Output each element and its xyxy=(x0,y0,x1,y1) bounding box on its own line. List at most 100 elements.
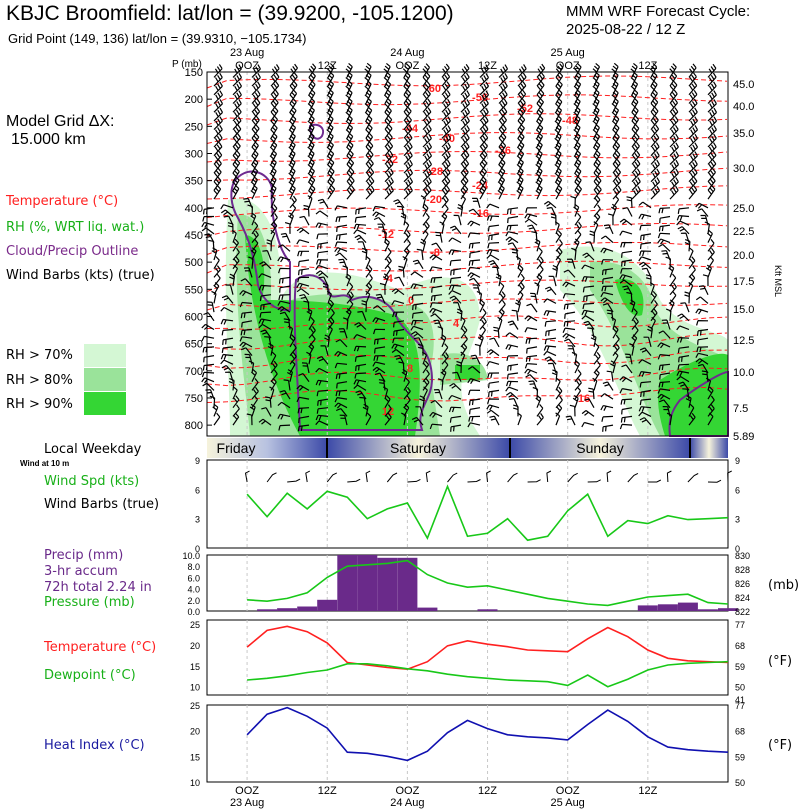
profile-wind-barb xyxy=(638,371,652,377)
surface-wind-barb xyxy=(467,479,481,483)
profile-wind-barb xyxy=(535,158,543,174)
temp-contour-label-10: -20 xyxy=(426,194,442,206)
profile-wind-barb xyxy=(460,185,469,200)
profile-wind-barb xyxy=(505,236,519,244)
profile-wind-barb xyxy=(467,378,481,385)
profile-wind-barb xyxy=(665,256,671,269)
profile-wind-barb xyxy=(326,88,334,104)
profile-wind-barb xyxy=(513,404,519,417)
heat-f-tick-2: 59 xyxy=(735,752,745,762)
profile-wind-barb xyxy=(365,150,374,165)
profile-wind-barb xyxy=(479,64,489,78)
profile-wind-barb xyxy=(697,363,709,374)
profile-wind-barb xyxy=(638,406,652,412)
profile-wind-barb xyxy=(422,107,432,122)
profile-wind-barb xyxy=(201,371,215,378)
profile-wind-barb xyxy=(422,177,432,191)
pressure-tick-550: 550 xyxy=(185,284,203,296)
profile-wind-barb xyxy=(581,309,595,316)
profile-wind-barb xyxy=(638,261,652,270)
profile-wind-barb xyxy=(631,177,641,191)
profile-wind-barb xyxy=(658,330,671,339)
profile-wind-barb xyxy=(202,215,215,222)
profile-wind-barb xyxy=(307,184,316,200)
profile-wind-barb xyxy=(468,398,481,406)
profile-wind-barb xyxy=(288,115,297,130)
profile-wind-barb xyxy=(467,220,481,227)
profile-wind-barb xyxy=(277,244,291,252)
profile-wind-barb xyxy=(611,88,619,104)
pressure-tick-300: 300 xyxy=(185,148,203,160)
profile-wind-barb xyxy=(384,124,393,139)
pressure-tick-right-4: 822 xyxy=(735,607,750,617)
precip-tick-left-3: 4.0 xyxy=(187,585,200,595)
profile-wind-barb xyxy=(232,247,240,261)
profile-wind-barb xyxy=(620,242,632,248)
profile-wind-barb xyxy=(327,299,335,313)
profile-wind-barb xyxy=(707,412,714,426)
profile-wind-barb xyxy=(669,89,678,104)
profile-wind-barb xyxy=(593,204,601,217)
pressure-tick-200: 200 xyxy=(185,94,203,106)
profile-wind-barb xyxy=(554,132,562,148)
profile-wind-barb xyxy=(384,106,392,122)
profile-wind-barb xyxy=(365,273,373,287)
pressure-line xyxy=(247,559,729,607)
profile-wind-barb xyxy=(606,370,614,382)
profile-wind-barb xyxy=(384,133,393,148)
profile-wind-barb xyxy=(260,302,272,311)
surface-wind-barb xyxy=(266,472,277,483)
day-label-1: Saturday xyxy=(390,440,446,456)
profile-wind-barb xyxy=(572,395,579,408)
profile-wind-barb xyxy=(342,317,349,330)
precip-tick-left-1: 8.0 xyxy=(187,562,200,572)
profile-wind-barb xyxy=(422,378,430,391)
profile-wind-barb xyxy=(650,308,658,322)
profile-wind-barb xyxy=(507,363,519,371)
profile-wind-barb xyxy=(479,116,489,131)
profile-wind-barb xyxy=(373,337,386,345)
profile-wind-barb xyxy=(684,239,691,252)
profile-wind-barb xyxy=(593,212,601,226)
profile-wind-barb xyxy=(448,237,462,244)
profile-wind-barb xyxy=(688,403,695,417)
profile-wind-barb xyxy=(619,376,633,383)
profile-wind-barb xyxy=(516,167,524,182)
temperature-contour-15 xyxy=(206,349,728,369)
pressure-tick-700: 700 xyxy=(185,366,203,378)
profile-wind-barb xyxy=(460,63,470,78)
profile-wind-barb xyxy=(403,230,411,243)
profile-wind-barb xyxy=(317,398,329,406)
profile-wind-barb xyxy=(657,354,671,360)
profile-wind-barb xyxy=(250,175,258,191)
profile-wind-barb xyxy=(441,195,449,209)
rh-70-swatch xyxy=(84,344,126,367)
profile-wind-barb xyxy=(688,107,698,122)
profile-wind-barb xyxy=(397,205,405,217)
profile-wind-barb xyxy=(602,276,614,285)
profile-wind-barb xyxy=(384,141,394,157)
profile-wind-barb xyxy=(592,377,598,391)
profile-wind-barb xyxy=(422,116,432,131)
profile-wind-barb xyxy=(259,261,272,270)
profile-wind-barb xyxy=(592,80,600,96)
profile-wind-barb xyxy=(698,285,709,295)
profile-wind-barb xyxy=(345,106,353,122)
profile-wind-barb xyxy=(364,71,372,87)
profile-wind-barb xyxy=(612,325,619,339)
rh-shade-region-8 xyxy=(455,365,480,380)
precip-bar-24 xyxy=(718,608,738,611)
profile-wind-barb xyxy=(403,185,413,200)
profile-wind-barb xyxy=(489,337,500,348)
profile-wind-barb xyxy=(298,415,310,424)
profile-wind-barb xyxy=(688,81,698,96)
profile-wind-barb xyxy=(430,294,443,302)
profile-wind-barb xyxy=(336,224,348,232)
profile-wind-barb xyxy=(544,320,557,327)
profile-wind-barb xyxy=(593,342,600,356)
profile-wind-barb xyxy=(658,207,671,214)
profile-wind-barb xyxy=(278,424,291,431)
profile-wind-barb xyxy=(676,337,690,343)
profile-wind-barb xyxy=(270,369,278,383)
temperature-contour-8 xyxy=(206,222,728,237)
